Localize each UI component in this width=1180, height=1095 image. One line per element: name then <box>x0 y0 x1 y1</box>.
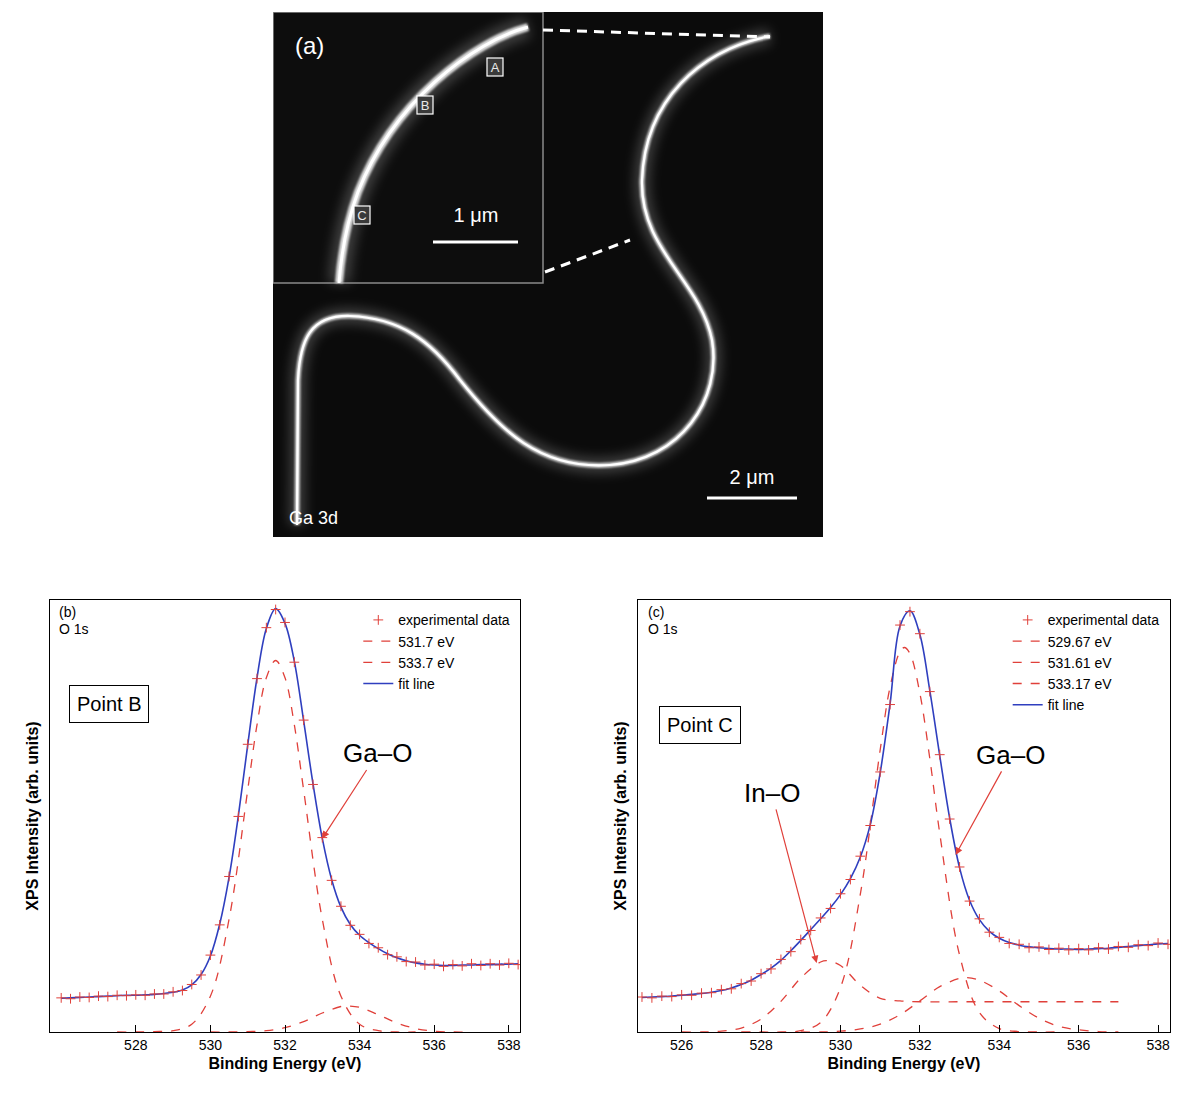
svg-text:536: 536 <box>423 1037 447 1053</box>
svg-text:536: 536 <box>1067 1037 1091 1053</box>
svg-text:538: 538 <box>1146 1037 1170 1053</box>
svg-text:534: 534 <box>988 1037 1012 1053</box>
svg-text:fit line: fit line <box>1048 697 1085 713</box>
svg-text:Ga–O: Ga–O <box>976 740 1045 770</box>
svg-text:528: 528 <box>749 1037 773 1053</box>
svg-text:O 1s: O 1s <box>59 621 89 637</box>
svg-text:(a): (a) <box>295 32 324 59</box>
svg-text:532: 532 <box>273 1037 297 1053</box>
svg-text:Point C: Point C <box>667 714 733 736</box>
svg-text:(c): (c) <box>648 604 664 620</box>
svg-text:XPS Intensity (arb. units): XPS Intensity (arb. units) <box>612 721 629 910</box>
svg-text:530: 530 <box>199 1037 223 1053</box>
svg-text:Point B: Point B <box>77 693 141 715</box>
svg-text:532: 532 <box>908 1037 932 1053</box>
svg-text:528: 528 <box>124 1037 148 1053</box>
svg-text:538: 538 <box>497 1037 521 1053</box>
svg-text:2 μm: 2 μm <box>730 466 775 488</box>
svg-text:534: 534 <box>348 1037 372 1053</box>
svg-text:Ga 3d: Ga 3d <box>289 508 338 528</box>
svg-text:fit line: fit line <box>398 676 435 692</box>
svg-text:(b): (b) <box>59 604 76 620</box>
svg-text:Binding Energy (eV): Binding Energy (eV) <box>828 1055 981 1072</box>
svg-text:In–O: In–O <box>744 778 800 808</box>
svg-text:533.17 eV: 533.17 eV <box>1048 676 1112 692</box>
svg-text:A: A <box>491 60 500 75</box>
svg-text:531.7 eV: 531.7 eV <box>398 634 455 650</box>
svg-text:531.61 eV: 531.61 eV <box>1048 655 1112 671</box>
svg-text:O 1s: O 1s <box>648 621 678 637</box>
svg-text:530: 530 <box>829 1037 853 1053</box>
svg-text:Ga–O: Ga–O <box>343 738 412 768</box>
svg-text:B: B <box>421 98 430 113</box>
svg-text:experimental data: experimental data <box>1048 612 1160 628</box>
svg-text:529.67 eV: 529.67 eV <box>1048 634 1112 650</box>
svg-text:C: C <box>357 208 366 223</box>
svg-text:Binding Energy (eV): Binding Energy (eV) <box>209 1055 362 1072</box>
svg-text:526: 526 <box>670 1037 694 1053</box>
svg-text:XPS Intensity (arb. units): XPS Intensity (arb. units) <box>24 721 41 910</box>
svg-text:experimental data: experimental data <box>398 612 510 628</box>
svg-text:1 μm: 1 μm <box>454 204 499 226</box>
svg-text:533.7 eV: 533.7 eV <box>398 655 455 671</box>
